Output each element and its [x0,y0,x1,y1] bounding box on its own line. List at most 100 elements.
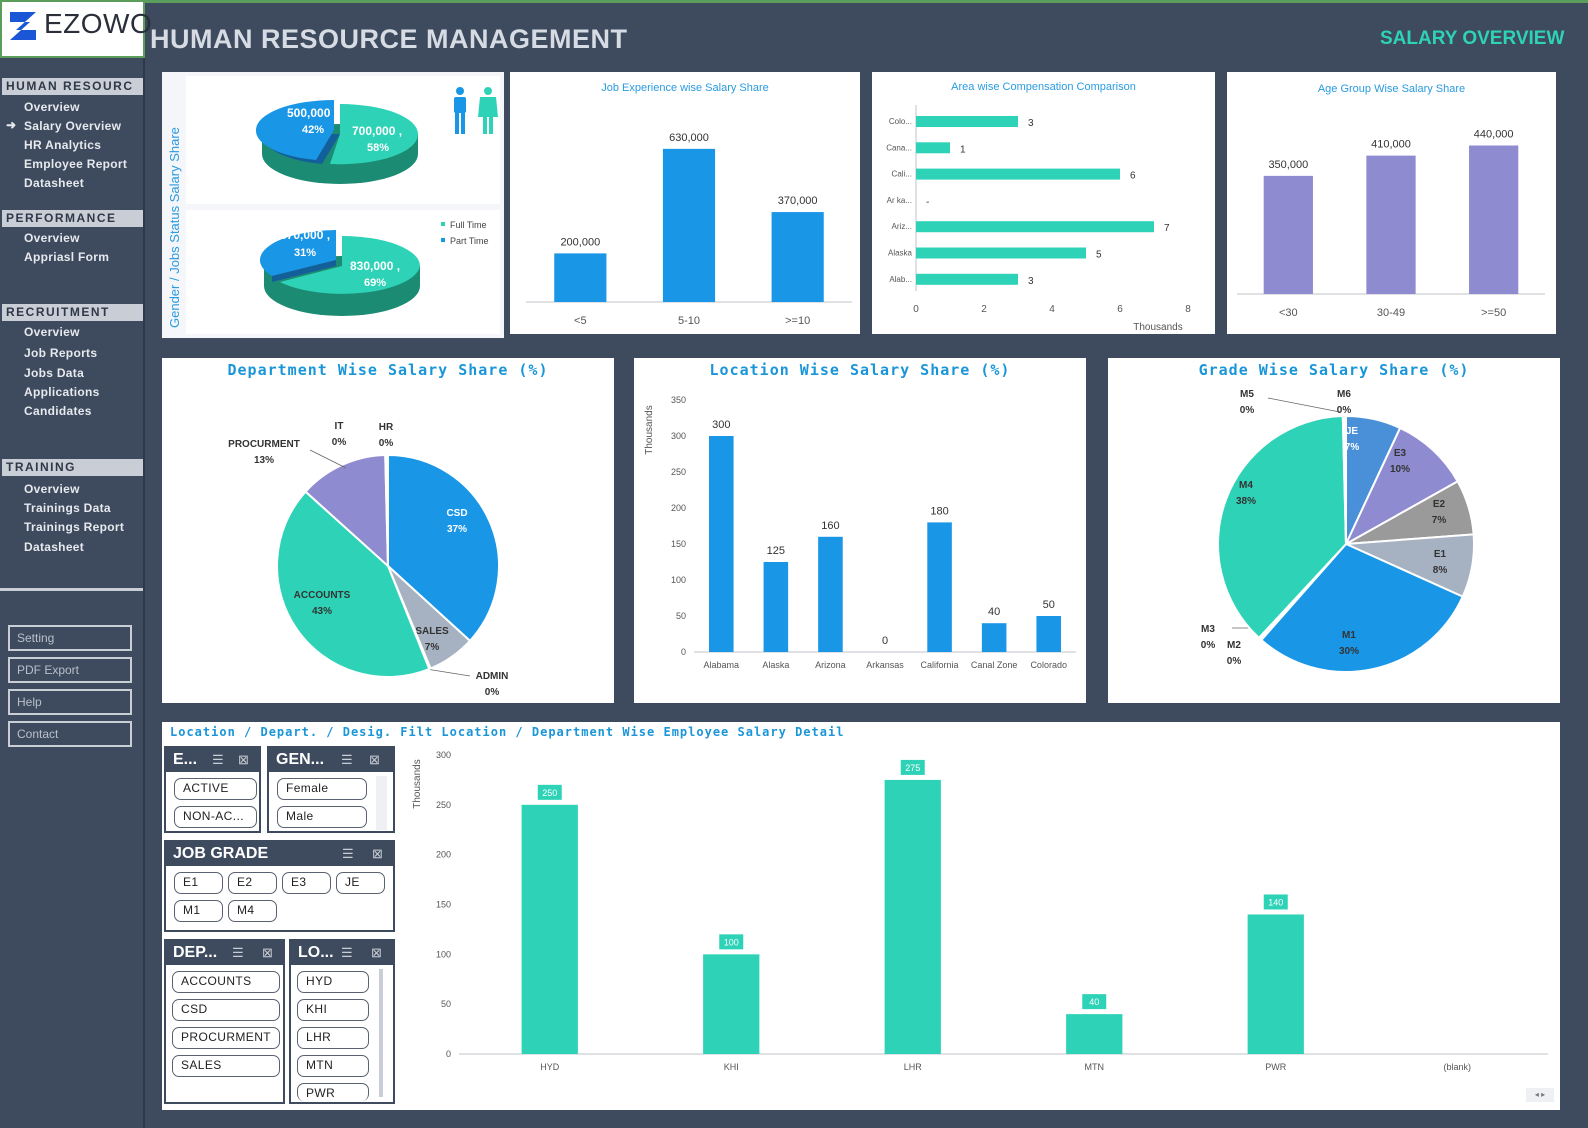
department-slicer-header: DEP... ☰ ⊠ [166,941,283,965]
sidebar-section-training[interactable]: TRAINING [2,459,143,476]
slicer-item-pwr[interactable]: PWR [297,1083,369,1101]
area-comp-title: Area wise Compensation Comparison [951,81,1136,93]
sidebar-item-hr-analytics[interactable]: HR Analytics [24,138,102,152]
sidebar-item-salary-overview[interactable]: Salary Overview [6,118,121,133]
slicer-item-e3[interactable]: E3 [282,872,331,894]
sidebar-item-jobs-data[interactable]: Jobs Data [24,366,85,380]
slicer-item-mtn[interactable]: MTN [297,1055,369,1077]
sidebar-item-training-datasheet[interactable]: Datasheet [24,540,85,554]
clear-filter-icon[interactable]: ⊠ [371,945,382,960]
top-bar [0,0,1588,58]
data-label: 300 [712,419,730,431]
sidebar-item-job-reports[interactable]: Job Reports [24,346,98,360]
pie-label-pct: 30% [1339,646,1359,657]
age-group-panel: Age Group Wise Salary Share <30 350,000 30… [1227,72,1556,334]
pie-label-name: M4 [1239,480,1253,491]
data-label: - [926,197,929,208]
slicer-item-lhr[interactable]: LHR [297,1027,369,1049]
data-label: 200,000 [560,236,600,248]
status-slicer-header: E... ☰ ⊠ [166,748,259,772]
department-slicer: DEP... ☰ ⊠ ACCOUNTS CSD PROCURMENT SALES [164,939,285,1104]
pdf-export-button[interactable]: PDF Export [8,657,132,683]
sidebar-item-hr-overview[interactable]: Overview [24,100,80,114]
status-pie-label-1: 370,000 , [280,228,330,242]
bar [662,148,716,302]
chart-scroll-arrows-icon[interactable]: ◂ ▸ [1526,1088,1554,1102]
sidebar-item-employee-report[interactable]: Employee Report [24,157,128,171]
pie-slice [304,454,390,569]
sidebar-section-recruitment[interactable]: RECRUITMENT [2,304,143,321]
contact-button[interactable]: Contact [8,721,132,747]
multi-select-icon[interactable]: ☰ [232,945,244,960]
sidebar-item-candidates[interactable]: Candidates [24,404,92,418]
data-label: 440,000 [1474,129,1514,141]
gender-slicer-scrollbar[interactable] [376,776,387,830]
pie-label-pct: 7% [1432,515,1447,526]
x-tick-label: HYD [540,1062,560,1072]
sidebar-item-appraisal-form[interactable]: Appriasl Form [24,250,110,264]
job-experience-panel: Job Experience wise Salary Share <5 200,0… [510,72,860,334]
slicer-item-male[interactable]: Male [277,806,367,828]
location-slicer-scrollbar[interactable] [379,969,383,1097]
slicer-item-hyd[interactable]: HYD [297,971,369,993]
sidebar-item-trainings-report[interactable]: Trainings Report [24,520,125,534]
y-tick-label: Cana... [886,143,912,152]
slicer-item-je[interactable]: JE [336,872,385,894]
x-tick-label: PWR [1265,1062,1286,1072]
y-tick-label: 300 [671,431,686,441]
sidebar-item-training-overview[interactable]: Overview [24,482,80,496]
help-button[interactable]: Help [8,689,132,715]
slicer-item-csd[interactable]: CSD [172,999,280,1021]
sidebar-section-performance[interactable]: PERFORMANCE [2,210,143,227]
y-axis-label: Thousands [644,405,655,454]
clear-filter-icon[interactable]: ⊠ [238,752,249,767]
clear-filter-icon[interactable]: ⊠ [372,846,383,861]
slicer-item-e2[interactable]: E2 [228,872,277,894]
pie-label-name: ACCOUNTS [294,590,351,601]
x-tick-label: LHR [904,1062,923,1072]
slicer-item-m4[interactable]: M4 [228,900,277,922]
logo-mark-icon [10,12,36,40]
multi-select-icon[interactable]: ☰ [212,752,224,767]
people-icon [454,87,498,134]
slicer-item-sales[interactable]: SALES [172,1055,280,1077]
area-comp-chart: Colo... 3 Cana... 1 Cali... 6 Ar ka... - Ariz...… [886,105,1191,333]
pie-label-name: M6 [1337,389,1351,400]
data-label: 630,000 [669,132,709,144]
x-tick-label: Alabama [704,660,740,670]
location-slicer-header: LO... ☰ ⊠ [291,941,393,965]
slicer-item-non-active[interactable]: NON-AC... [174,806,257,828]
employee-detail-chart: 0 50 100 150 200 250 300 HYD 250 KHI 100 LHR 275 MTN 4… [412,750,1548,1072]
slicer-item-khi[interactable]: KHI [297,999,369,1021]
multi-select-icon[interactable]: ☰ [342,846,354,861]
bar [916,221,1154,233]
slicer-item-m1[interactable]: M1 [174,900,223,922]
age-group-chart: <30 350,000 30-49 410,000 >=50 440,000 [1237,129,1545,319]
clear-filter-icon[interactable]: ⊠ [369,752,380,767]
slicer-item-accounts[interactable]: ACCOUNTS [172,971,280,993]
gender-slicer-title: GEN... [276,751,325,768]
gender-status-panel: Gender / Jobs Status Salary Share 500,00… [162,72,504,338]
multi-select-icon[interactable]: ☰ [341,945,353,960]
area-comp-panel: Area wise Compensation Comparison Colo..… [872,72,1215,334]
slicer-item-female[interactable]: Female [277,778,367,800]
setting-button[interactable]: Setting [8,625,132,651]
sidebar-item-trainings-data[interactable]: Trainings Data [24,501,111,515]
sidebar-section-hr[interactable]: HUMAN RESOURC [2,78,143,95]
logo: EZOWO [0,0,152,58]
gender-pie-label-3: 700,000 , [352,124,402,138]
sidebar-item-recruitment-overview[interactable]: Overview [24,325,80,339]
location-slicer: LO... ☰ ⊠ HYD KHI LHR MTN PWR [289,939,395,1104]
slicer-item-procurment[interactable]: PROCURMENT [172,1027,280,1049]
slicer-item-active[interactable]: ACTIVE [174,778,257,800]
slicer-item-e1[interactable]: E1 [174,872,223,894]
sidebar-item-performance-overview[interactable]: Overview [24,231,80,245]
x-tick-label: 0 [913,304,919,315]
multi-select-icon[interactable]: ☰ [341,752,353,767]
employee-detail-title: Location / Depart. / Desig. Filt Locatio… [170,725,845,739]
clear-filter-icon[interactable]: ⊠ [262,945,273,960]
pie-label-pct: 0% [485,687,500,698]
sidebar-item-applications[interactable]: Applications [24,385,100,399]
y-tick-label: Colo... [889,117,912,126]
sidebar-item-hr-datasheet[interactable]: Datasheet [24,176,85,190]
